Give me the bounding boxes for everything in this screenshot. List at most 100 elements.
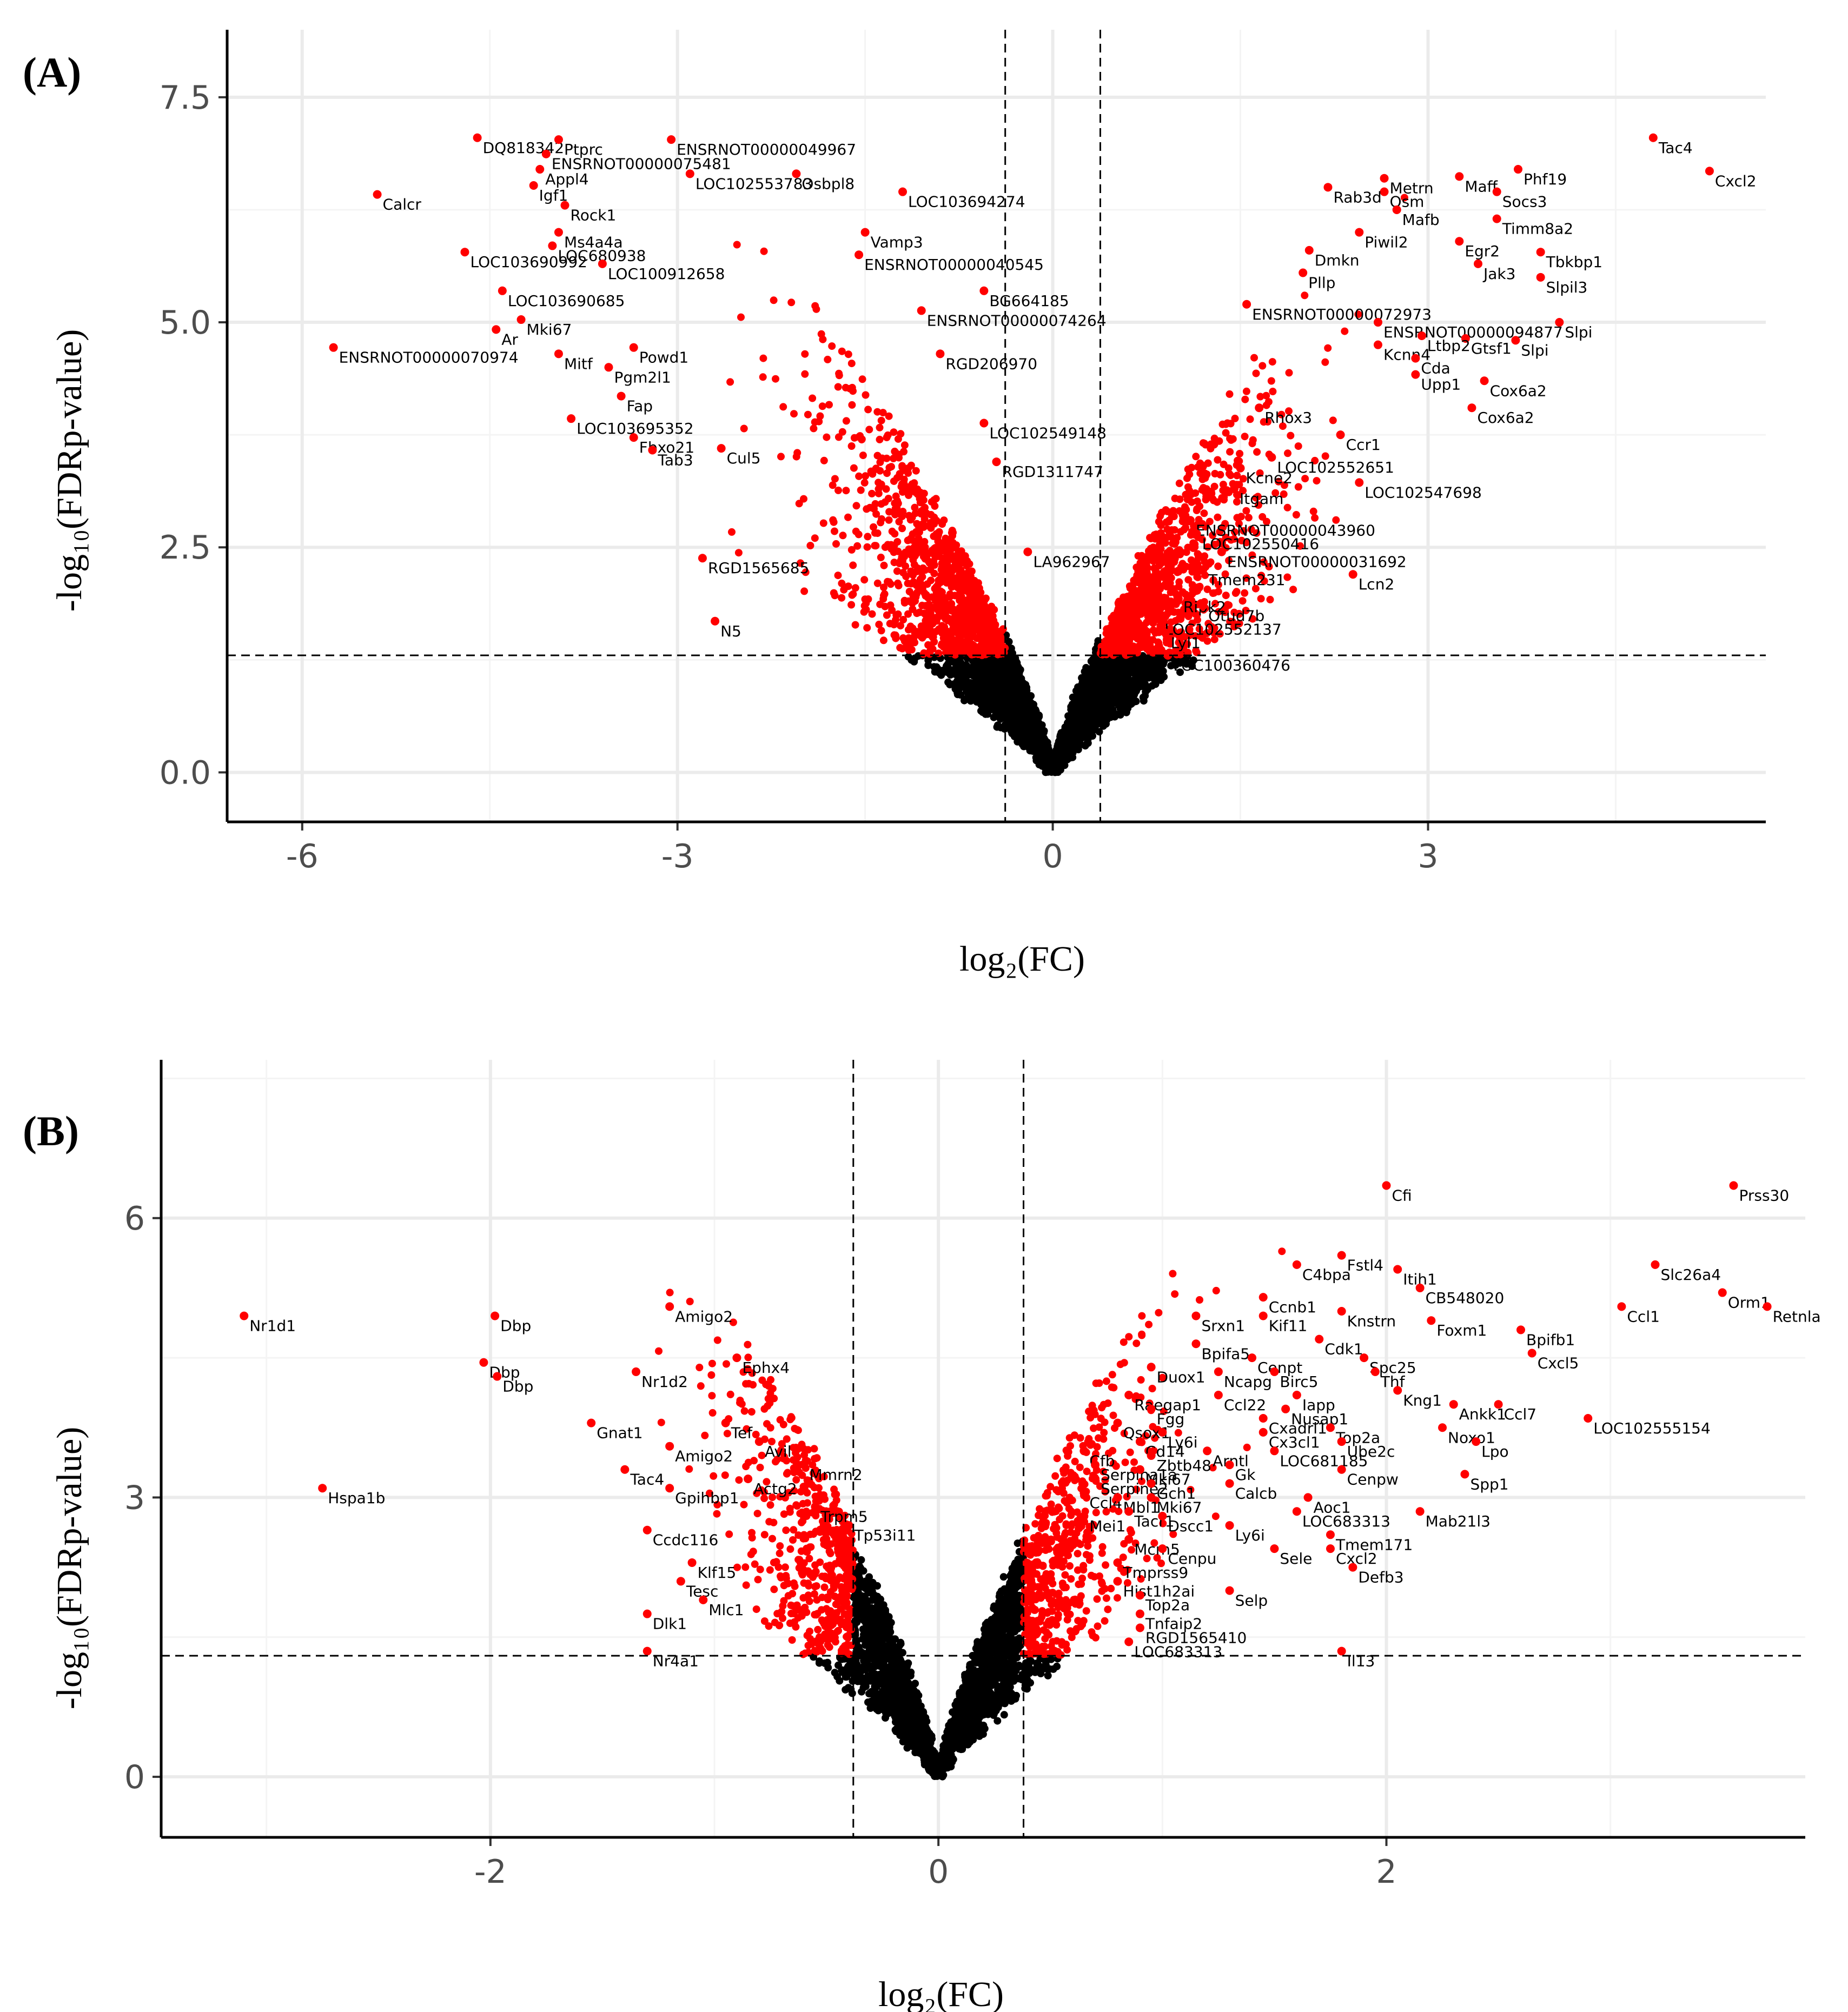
gene-label: LOC102547698 — [1365, 483, 1482, 501]
labeled-gene-point — [1214, 1367, 1223, 1376]
gene-label: Thf — [1380, 1373, 1406, 1391]
gene-label: Upp1 — [1421, 376, 1461, 394]
panel-b-x-axis-title: log₂(FC) — [878, 1975, 1004, 2012]
gene-label: Aoc1 — [1314, 1498, 1351, 1516]
gene-label: Prss30 — [1739, 1186, 1789, 1204]
labeled-gene-point — [936, 349, 945, 358]
labeled-gene-point — [1536, 248, 1545, 257]
labeled-gene-point — [1292, 1507, 1301, 1516]
labeled-gene-point — [1161, 628, 1170, 638]
labeled-gene-point — [1124, 1535, 1134, 1544]
gene-label: Ccr1 — [1346, 436, 1381, 454]
labeled-gene-point — [1326, 1544, 1335, 1553]
panel-a: (A) DQ818342 Ptprc ENSRNOT00000049967ENSRN… — [23, 30, 1766, 979]
gene-label: Nusap1 — [1291, 1410, 1348, 1428]
gene-label: Cfi — [1392, 1186, 1412, 1204]
gene-label: ENSRNOT00000043960 — [1196, 521, 1375, 539]
labeled-gene-point — [1467, 403, 1476, 413]
labeled-gene-point — [632, 1367, 641, 1376]
gene-label: Bpifb1 — [1526, 1331, 1575, 1349]
significant-gene-points — [726, 194, 1408, 659]
gene-label: Appl4 — [545, 170, 588, 188]
labeled-gene-point — [1380, 187, 1389, 196]
labeled-gene-point — [629, 433, 638, 442]
gene-label: Maff — [1465, 177, 1498, 195]
gene-label: Gk — [1235, 1466, 1256, 1484]
gene-label: Socs3 — [1502, 193, 1547, 211]
gene-label: Itgam — [1240, 490, 1283, 508]
gene-label: LOC103690992 — [470, 253, 587, 271]
labeled-gene-point — [1514, 165, 1523, 174]
labeled-gene-point — [1492, 187, 1501, 196]
labeled-gene-point — [1763, 1302, 1772, 1311]
labeled-gene-point — [1455, 237, 1464, 246]
gene-label: Hspa1b — [328, 1489, 385, 1507]
labeled-gene-point — [1648, 133, 1658, 142]
labeled-gene-point — [1472, 1437, 1481, 1446]
labeled-gene-point — [1292, 1390, 1301, 1399]
labeled-gene-point — [1113, 1493, 1122, 1502]
panel-a-threshold-lines — [227, 30, 1766, 822]
labeled-gene-point — [541, 149, 551, 158]
gene-label: Amigo2 — [675, 1307, 733, 1325]
labeled-gene-point — [554, 349, 563, 358]
labeled-gene-point — [1337, 1437, 1346, 1446]
labeled-gene-point — [1393, 1265, 1402, 1274]
gene-label: Mmrn2 — [810, 1466, 863, 1484]
gene-label: LOC102555154 — [1593, 1419, 1711, 1437]
labeled-gene-point — [1360, 1353, 1369, 1363]
x-tick-label: -6 — [286, 838, 319, 875]
gene-label: Calcr — [383, 196, 422, 214]
labeled-gene-point — [554, 135, 563, 144]
gene-label: Sele — [1280, 1550, 1312, 1568]
labeled-gene-point — [665, 1302, 674, 1311]
labeled-gene-point — [687, 1558, 697, 1567]
x-tick-label: 0 — [928, 1853, 949, 1891]
gene-label: Noxo1 — [1448, 1429, 1495, 1446]
gene-label: Ar — [501, 330, 518, 348]
panel-b-axes: -2 0 2 0 3 6 — [124, 1060, 1805, 1891]
gene-label: LOC102552651 — [1277, 459, 1394, 476]
gene-label: Dscc1 — [1168, 1517, 1214, 1535]
labeled-gene-point — [721, 1418, 730, 1427]
gene-label: Tmprss9 — [1123, 1564, 1189, 1582]
gene-label: Zbtb48 — [1157, 1457, 1211, 1475]
labeled-gene-point — [498, 286, 507, 295]
labeled-gene-point — [560, 201, 569, 210]
labeled-gene-point — [1315, 1334, 1324, 1344]
labeled-gene-point — [1135, 1609, 1144, 1618]
y-tick-label: 0.0 — [160, 754, 211, 792]
labeled-gene-point — [479, 1358, 488, 1367]
labeled-gene-point — [744, 1474, 753, 1483]
gene-label: RGD1565410 — [1145, 1629, 1247, 1647]
labeled-gene-point — [1225, 1586, 1234, 1595]
labeled-gene-point — [1348, 1563, 1357, 1572]
gene-label: Tacr1 — [1134, 1512, 1174, 1530]
labeled-gene-point — [1323, 183, 1333, 192]
labeled-gene-point — [1337, 1646, 1346, 1656]
gene-label: LOC102553783 — [696, 175, 813, 192]
gene-label: Ly6i — [1168, 1433, 1197, 1451]
gene-label: ENSRNOT00000094877 — [1383, 323, 1563, 341]
labeled-gene-point — [643, 1525, 652, 1535]
labeled-gene-point — [676, 1577, 685, 1586]
gene-label: LOC683313 — [1134, 1643, 1222, 1661]
gene-label: RGD1565685 — [708, 559, 809, 577]
gene-label: Serpine2 — [1101, 1480, 1168, 1498]
labeled-gene-point — [665, 1442, 674, 1451]
labeled-gene-point — [1303, 1493, 1313, 1502]
labeled-gene-point — [1270, 1367, 1279, 1376]
gene-label: Nr1d1 — [249, 1317, 296, 1335]
labeled-gene-point — [1147, 1493, 1156, 1502]
labeled-gene-point — [493, 1372, 502, 1381]
gene-label: Egr2 — [1465, 242, 1500, 260]
labeled-gene-point — [1155, 615, 1164, 624]
labeled-gene-point — [1411, 370, 1420, 379]
gene-label: Fbxo21 — [639, 439, 694, 456]
labeled-gene-point — [699, 1595, 708, 1604]
labeled-gene-point — [1474, 259, 1483, 268]
gene-label: Fgg — [1157, 1410, 1185, 1428]
gene-label: Piwil2 — [1365, 234, 1408, 251]
